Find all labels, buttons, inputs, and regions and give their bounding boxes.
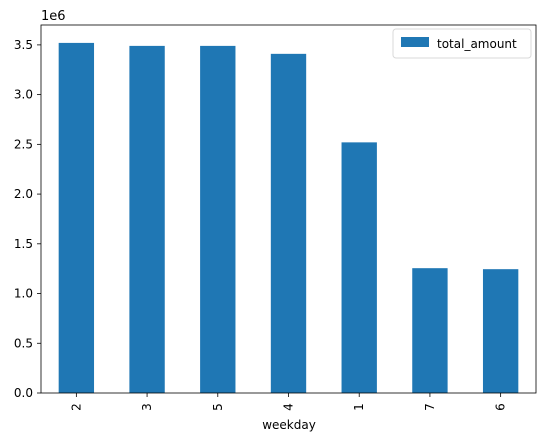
bar-3 bbox=[129, 45, 165, 394]
plot-frame bbox=[40, 24, 537, 394]
x-tick-label-3: 3 bbox=[140, 403, 154, 411]
legend-box bbox=[392, 28, 532, 59]
x-tick-label-4: 4 bbox=[282, 403, 296, 411]
x-tick-label-7: 7 bbox=[423, 403, 437, 411]
bar-2 bbox=[58, 42, 95, 393]
legend-label-total-amount: total_amount bbox=[437, 37, 517, 51]
bar-6 bbox=[482, 269, 519, 393]
x-tick-label-1: 1 bbox=[352, 403, 366, 411]
y-tick-label-6: 3.0 bbox=[14, 88, 33, 102]
y-tick-label-5: 2.5 bbox=[14, 137, 33, 151]
y-tick-label-0: 0.0 bbox=[14, 386, 33, 400]
bar-7 bbox=[412, 268, 448, 393]
y-tick-label-4: 2.0 bbox=[14, 187, 33, 201]
x-tick-label-5: 5 bbox=[211, 403, 225, 411]
y-tick-label-1: 0.5 bbox=[14, 336, 33, 350]
x-tick-label-6: 6 bbox=[494, 403, 508, 411]
y-tick-label-2: 1.0 bbox=[14, 287, 33, 301]
x-axis-label: weekday bbox=[262, 418, 316, 432]
y-axis-offset-label: 1e6 bbox=[41, 9, 66, 24]
bar-5 bbox=[200, 45, 236, 394]
bar-1 bbox=[341, 142, 377, 393]
legend: total_amount bbox=[392, 28, 532, 59]
legend-swatch bbox=[401, 37, 429, 47]
bar-4 bbox=[270, 53, 307, 394]
y-tick-label-3: 1.5 bbox=[14, 237, 33, 251]
plot-area: 2 3 5 4 1 7 6 0.0 0.5 1.0 1.5 2.0 2.5 3.0 3.5 bbox=[14, 24, 537, 411]
y-tick-label-7: 3.5 bbox=[14, 38, 33, 52]
x-tick-label-2: 2 bbox=[69, 403, 83, 411]
